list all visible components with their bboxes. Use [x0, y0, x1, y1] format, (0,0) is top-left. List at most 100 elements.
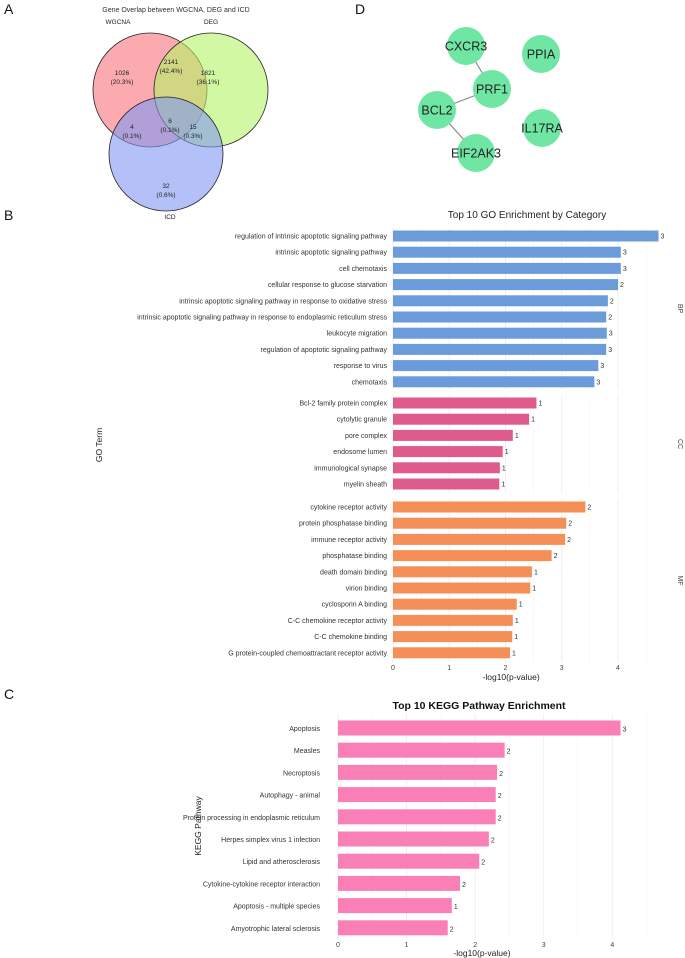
network-node [473, 70, 511, 108]
venn-region-count: 2141 [164, 59, 179, 66]
venn-region-count: 6 [168, 118, 172, 125]
go-bar [393, 327, 607, 339]
go-term-label: regulation of intrinsic apoptotic signal… [235, 234, 388, 241]
network-node [457, 134, 495, 172]
kegg-bar [338, 764, 498, 780]
go-term-label: phosphatase binding [322, 553, 387, 560]
network-node [418, 91, 456, 129]
kegg-pathway-label: Protein processing in endoplasmic reticu… [183, 815, 320, 822]
go-count-label: 1 [538, 401, 542, 408]
network-node [523, 109, 561, 147]
go-bar [393, 517, 567, 529]
venn-region-percent: (0.6%) [156, 192, 175, 199]
go-count-label: 2 [554, 553, 558, 560]
go-term-label: leukocyte migration [327, 331, 387, 338]
go-bar [393, 446, 503, 458]
go-count-label: 3 [608, 347, 612, 354]
go-count-label: 2 [568, 521, 572, 528]
go-count-label: 3 [609, 331, 613, 338]
gene-network: CXCR3 PPIA PRF1 BCL2 IL17RA EIF2AK3 [418, 27, 564, 172]
go-count-label: 3 [596, 379, 600, 386]
go-bar [393, 279, 618, 291]
go-term-label: death domain binding [320, 569, 387, 576]
go-term-label: C-C chemokine receptor activity [288, 618, 388, 625]
go-term-label: G protein-coupled chemoattractant recept… [228, 650, 387, 657]
venn-region-count: 1821 [201, 70, 216, 77]
kegg-x-tick: 4 [610, 942, 614, 949]
kegg-bar [338, 920, 448, 936]
go-chart-title: Top 10 GO Enrichment by Category [448, 210, 606, 221]
go-bar [393, 397, 537, 409]
venn-region-percent: (36.1%) [197, 79, 220, 86]
go-term-label: regulation of apoptotic signaling pathwa… [261, 347, 388, 354]
go-y-axis-title: GO Term [94, 428, 104, 462]
go-term-label: immune receptor activity [311, 537, 387, 544]
kegg-bar [338, 853, 480, 869]
go-count-label: 3 [623, 250, 627, 257]
go-count-label: 2 [567, 537, 571, 544]
go-count-label: 3 [600, 363, 604, 370]
go-count-label: 1 [515, 433, 519, 440]
go-x-axis-title: -log10(p-value) [483, 672, 540, 682]
kegg-pathway-label: Measles [294, 748, 321, 755]
go-count-label: 1 [505, 449, 509, 456]
go-term-label: intrinsic apoptotic signaling pathway in… [137, 315, 387, 322]
kegg-x-tick: 0 [336, 942, 340, 949]
go-bar [393, 647, 510, 659]
kegg-count-label: 2 [507, 749, 511, 756]
go-bar [393, 311, 607, 323]
go-term-label: cytokine receptor activity [310, 505, 387, 512]
venn-region-count: 4 [130, 124, 134, 131]
kegg-x-axis-title: -log10(p-value) [453, 948, 510, 958]
kegg-count-label: 2 [499, 771, 503, 778]
go-bar [393, 343, 607, 355]
go-bar [393, 501, 586, 513]
go-count-label: 1 [512, 650, 516, 657]
venn-region-count: 1026 [115, 70, 130, 77]
kegg-y-axis-title: KEGG Pathway [193, 795, 203, 855]
kegg-pathway-label: Necroptosis [283, 770, 320, 777]
venn-region-count: 15 [189, 124, 197, 131]
go-count-label: 2 [587, 505, 591, 512]
go-count-label: 1 [534, 569, 538, 576]
go-facet-label: MF [676, 575, 683, 585]
panel-label-b: B [4, 207, 13, 223]
network-node-label: CXCR3 [445, 40, 487, 54]
kegg-pathway-label: Cytokine-cytokine receptor interaction [203, 881, 320, 888]
kegg-enrichment-chart: Top 10 KEGG Pathway Enrichment Apoptosis 3… [183, 700, 647, 958]
go-bar [393, 533, 566, 545]
kegg-pathway-label: Lipid and atherosclerosis [243, 859, 321, 866]
go-term-label: cyclosporin A binding [322, 602, 387, 609]
kegg-x-tick: 1 [405, 942, 409, 949]
network-node-label: PRF1 [476, 83, 508, 97]
go-count-label: 3 [623, 266, 627, 273]
go-bar [393, 230, 659, 242]
venn-region-count: 32 [162, 183, 170, 190]
venn-title: Gene Overlap between WGCNA, DEG and ICD [102, 7, 249, 14]
go-bar [393, 262, 621, 274]
go-count-label: 1 [532, 586, 536, 593]
go-count-label: 1 [502, 465, 506, 472]
go-enrichment-chart: Top 10 GO Enrichment by Category BP regula… [94, 210, 683, 682]
kegg-count-label: 2 [481, 860, 485, 867]
venn-region-percent: (42.4%) [160, 68, 183, 75]
go-count-label: 2 [620, 282, 624, 289]
go-x-tick: 4 [616, 665, 620, 672]
go-bar [393, 295, 608, 307]
network-node [522, 35, 560, 73]
go-term-label: intrinsic apoptotic signaling pathway in… [179, 298, 387, 305]
kegg-bar [338, 742, 505, 758]
go-x-tick: 3 [560, 665, 564, 672]
network-node-label: EIF2AK3 [451, 147, 501, 161]
venn-region-percent: (0.1%) [160, 127, 179, 134]
go-term-label: cell chemotaxis [339, 266, 387, 273]
venn-set-label: WGCNA [106, 19, 132, 26]
kegg-bar [338, 831, 489, 847]
go-bar [393, 614, 513, 626]
kegg-pathway-label: Herpes simplex virus 1 infection [221, 837, 320, 844]
kegg-count-label: 2 [498, 793, 502, 800]
kegg-count-label: 2 [491, 838, 495, 845]
go-term-label: chemotaxis [352, 379, 388, 386]
kegg-pathway-label: Apoptosis [289, 726, 320, 733]
